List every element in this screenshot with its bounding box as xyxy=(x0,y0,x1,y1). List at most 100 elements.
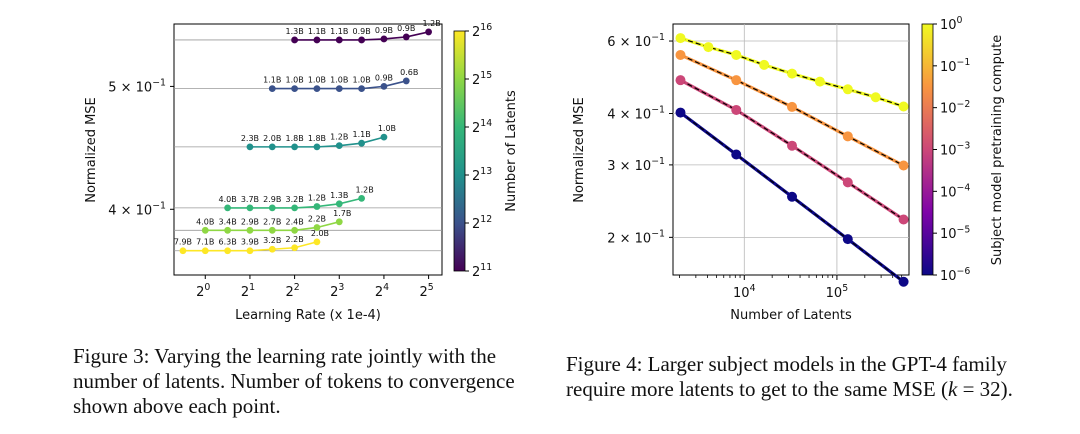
chart1-data-point xyxy=(291,85,298,93)
chart2-y-tick-label: 6 × 10−1 xyxy=(607,32,665,50)
chart1-data-point xyxy=(291,226,298,234)
chart1-data-point xyxy=(358,85,365,93)
chart-learning-rate: 20 21 22 23 24 25 5 × 10−1 4 × 10−1 7.9B 7.1B 6.3… xyxy=(84,19,519,323)
chart1-point-label: 2.4B xyxy=(285,217,303,226)
chart1-data-point xyxy=(358,36,365,44)
chart1-x-axis-label: Learning Rate (x 1e-4) xyxy=(235,308,381,323)
chart1-colorbar-tick-label: 216 xyxy=(472,22,492,40)
chart2-data-point xyxy=(870,92,881,103)
figure4-caption-text: Figure 4: Larger subject models in the G… xyxy=(566,352,1007,401)
chart1-point-label: 4.0B xyxy=(196,217,214,226)
chart1-data-point xyxy=(224,226,232,234)
chart1-point-label: 7.9B xyxy=(174,238,192,247)
chart1-data-point xyxy=(380,133,388,141)
chart1-point-label: 1.3B xyxy=(330,191,348,200)
chart1-point-label: 0.9B xyxy=(352,27,370,36)
chart1-data-point xyxy=(425,28,432,36)
chart2-colorbar xyxy=(921,23,934,276)
chart1-data-point xyxy=(402,33,410,41)
chart1-data-point xyxy=(335,85,343,93)
chart1-data-point xyxy=(358,194,365,202)
chart-num-latents: 104 105 6 × 10−1 4 × 10−1 3 × 10−1 2 × 10−1 N… xyxy=(572,15,1005,323)
chart2-data-point xyxy=(787,68,798,79)
chart1-point-label: 6.3B xyxy=(218,238,236,247)
chart1-point-label: 1.1B xyxy=(263,76,281,85)
chart2-colorbar-tick-label: 10−6 xyxy=(940,266,970,284)
chart2-data-point xyxy=(675,107,686,118)
chart1-data-point xyxy=(402,77,410,85)
chart1-data-point xyxy=(201,247,209,255)
chart1-data-point xyxy=(291,143,298,151)
chart1-point-label: 2.2B xyxy=(285,235,303,244)
chart2-colorbar-tick-label: 10−3 xyxy=(940,141,970,159)
chart1-data-point xyxy=(246,247,254,255)
chart1-y-tick-label: 4 × 10−1 xyxy=(108,200,166,218)
chart1-data-point xyxy=(335,200,343,208)
chart1-data-point xyxy=(246,226,254,234)
chart1-point-label: 2.2B xyxy=(308,214,326,223)
chart1-point-label: 0.6B xyxy=(400,68,418,77)
chart1-point-label: 3.2B xyxy=(263,236,281,245)
chart2-data-point xyxy=(842,234,853,245)
chart1-x-tick-label: 24 xyxy=(375,282,389,300)
chart2-data-point xyxy=(898,276,909,287)
chart1-series: 7.9B 7.1B 6.3B 3.9B 3.2B 2.2B 2.0B 4.0B 3.4B 2.9B… xyxy=(174,19,441,255)
chart1-point-label: 1.8B xyxy=(285,134,303,143)
chart1-data-point xyxy=(380,35,388,43)
chart2-data-point xyxy=(731,149,742,160)
chart2-data-point xyxy=(675,49,686,60)
chart1-data-point xyxy=(313,238,321,246)
chart2-x-axis-label: Number of Latents xyxy=(730,308,852,323)
chart1-data-point xyxy=(313,143,321,151)
chart2-gridlines xyxy=(673,24,909,275)
chart1-data-point xyxy=(201,226,209,234)
chart2-plot-frame xyxy=(672,23,910,276)
chart1-point-label: 2.9B xyxy=(241,217,259,226)
chart1-point-label: 3.4B xyxy=(218,217,236,226)
chart2-x-tick-label: 104 xyxy=(733,283,756,301)
chart1-data-point xyxy=(268,226,276,234)
chart2-colorbar-label: Subject model pretraining compute xyxy=(990,35,1005,266)
chart1-point-label: 0.9B xyxy=(375,26,393,35)
chart1-point-label: 1.1B xyxy=(308,27,326,36)
chart2-fit-line xyxy=(680,37,904,108)
chart2-y-tick-label: 3 × 10−1 xyxy=(607,156,665,174)
chart2-data-point xyxy=(842,177,853,188)
chart1-point-label: 2.9B xyxy=(263,195,281,204)
chart2-colorbar-tick-label: 10−5 xyxy=(940,224,970,242)
figure4-caption: Figure 4: Larger subject models in the G… xyxy=(566,352,1036,402)
chart1-colorbar-ticks: 216 215 214 213 212 211 xyxy=(465,22,492,280)
chart2-data-point xyxy=(731,49,742,60)
chart1-colorbar-tick-label: 212 xyxy=(472,214,492,232)
chart1-data-point xyxy=(291,36,298,44)
chart2-data-point xyxy=(898,214,909,225)
chart1-data-point xyxy=(291,244,298,252)
chart1-data-point xyxy=(246,143,254,151)
chart1-point-label: 2.3B xyxy=(241,134,259,143)
chart1-point-label: 1.0B xyxy=(308,76,326,85)
chart1-point-label: 3.7B xyxy=(241,195,259,204)
chart1-point-label: 0.9B xyxy=(397,24,415,33)
chart2-data-point xyxy=(787,101,798,112)
chart1-point-label: 3.2B xyxy=(285,195,303,204)
chart1-point-label: 1.0B xyxy=(352,76,370,85)
chart1-point-label: 3.9B xyxy=(241,238,259,247)
chart2-data-point xyxy=(842,84,853,95)
chart1-x-tick-label: 20 xyxy=(196,282,210,300)
chart1-data-point xyxy=(335,142,343,150)
chart1-x-tick-label: 22 xyxy=(285,282,299,300)
chart1-data-point xyxy=(268,85,276,93)
chart1-point-label: 2.0B xyxy=(311,229,329,238)
chart1-axes: 20 21 22 23 24 25 5 × 10−1 4 × 10−1 xyxy=(108,78,434,300)
chart1-colorbar xyxy=(453,30,466,272)
chart2-data-point xyxy=(842,131,853,142)
chart1-plot-frame xyxy=(173,23,443,276)
chart2-data-point xyxy=(703,42,714,53)
chart1-point-label: 1.2B xyxy=(355,185,373,194)
chart1-colorbar-label: Number of Latents xyxy=(504,90,519,212)
chart1-point-label: 0.9B xyxy=(375,73,393,82)
chart2-data-point xyxy=(814,76,825,87)
chart1-colorbar-tick-label: 213 xyxy=(472,166,492,184)
figure3-caption: Figure 3: Varying the learning rate join… xyxy=(73,344,515,418)
